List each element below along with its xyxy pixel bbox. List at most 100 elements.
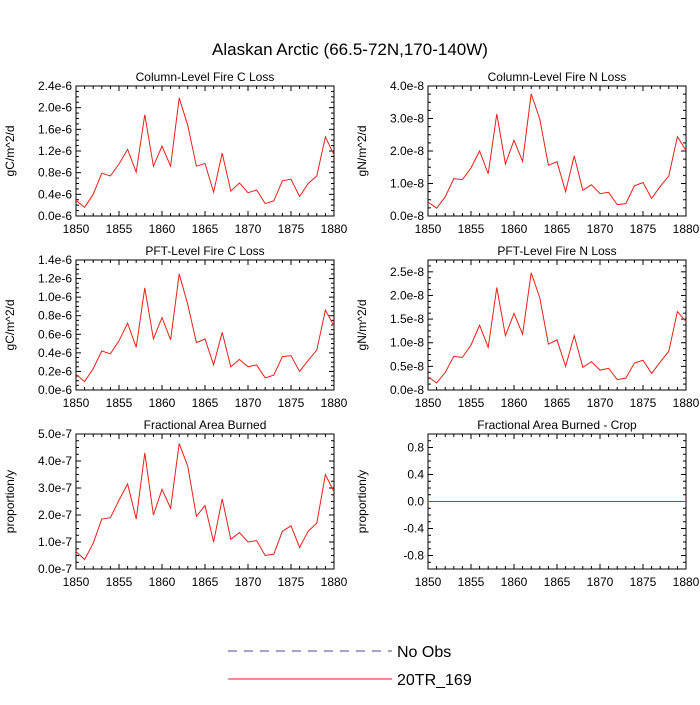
figure-title: Alaskan Arctic (66.5-72N,170-140W)	[212, 40, 488, 59]
chart-panel-3: PFT-Level Fire C Loss gC/m^2/d 1850 1855 186…	[3, 244, 348, 410]
x-tick-label: 1880	[673, 396, 700, 410]
y-tick-label: 0.5e-8	[390, 359, 424, 373]
y-tick-label: 0.0e-7	[38, 562, 72, 576]
x-tick-label: 1850	[415, 396, 442, 410]
x-tick-label: 1855	[106, 396, 133, 410]
x-tick-label: 1855	[106, 575, 133, 589]
x-tick-label: 1880	[321, 222, 348, 236]
x-tick-label: 1850	[415, 222, 442, 236]
x-tick-label: 1865	[192, 222, 219, 236]
y-tick-label: 0.4	[407, 468, 424, 482]
x-tick-label: 1875	[278, 575, 305, 589]
x-tick-label: 1875	[630, 396, 657, 410]
x-tick-label: 1860	[149, 575, 176, 589]
y-tick-label: -0.8	[403, 549, 424, 563]
y-tick-label: 3.0e-8	[390, 112, 424, 126]
y-tick-label: 0.6e-6	[38, 327, 72, 341]
chart-panels: Column-Level Fire C Loss gC/m^2/d 1850 1855…	[3, 70, 700, 589]
y-tick-label: 0.4e-6	[38, 346, 72, 360]
panel-title: PFT-Level Fire N Loss	[497, 244, 616, 258]
y-tick-label: 3.0e-7	[38, 481, 72, 495]
x-tick-label: 1875	[278, 396, 305, 410]
x-tick-label: 1865	[544, 222, 571, 236]
x-tick-label: 1850	[415, 575, 442, 589]
y-tick-label: 0.4e-6	[38, 187, 72, 201]
panel-title: PFT-Level Fire C Loss	[145, 244, 264, 258]
x-tick-label: 1855	[106, 222, 133, 236]
x-tick-label: 1870	[587, 396, 614, 410]
y-tick-label: 4.0e-7	[38, 454, 72, 468]
x-tick-label: 1860	[501, 222, 528, 236]
legend: No Obs 20TR_169	[228, 644, 472, 689]
x-tick-label: 1850	[63, 575, 90, 589]
y-tick-label: 0.2e-6	[38, 364, 72, 378]
y-tick-label: 1.0e-8	[390, 177, 424, 191]
y-tick-label: 2.5e-8	[390, 265, 424, 279]
y-tick-label: 0.8e-6	[38, 166, 72, 180]
y-tick-label: 0.0e-8	[390, 209, 424, 223]
y-tick-label: 4.0e-8	[390, 79, 424, 93]
plot-frame	[75, 259, 335, 391]
panel-title: Column-Level Fire C Loss	[136, 70, 275, 84]
plot-frame	[75, 433, 335, 570]
x-tick-label: 1880	[321, 396, 348, 410]
x-tick-label: 1870	[587, 222, 614, 236]
x-tick-label: 1865	[544, 575, 571, 589]
x-tick-label: 1870	[587, 575, 614, 589]
y-axis-label: gN/m^2/d	[355, 126, 369, 177]
x-tick-label: 1855	[458, 396, 485, 410]
y-axis-label: proportion/y	[355, 470, 369, 533]
x-tick-label: 1870	[235, 575, 262, 589]
x-tick-label: 1865	[544, 396, 571, 410]
y-tick-label: 1.0e-6	[38, 290, 72, 304]
chart-panel-4: PFT-Level Fire N Loss gN/m^2/d 1850 1855 186…	[355, 244, 700, 410]
series-line-1	[427, 272, 687, 384]
y-tick-label: 1.0e-7	[38, 535, 72, 549]
x-tick-label: 1850	[63, 222, 90, 236]
legend-label-2: 20TR_169	[397, 672, 472, 689]
y-tick-label: 2.4e-6	[38, 79, 72, 93]
y-tick-label: 2.0e-8	[390, 288, 424, 302]
y-tick-label: 1.2e-6	[38, 272, 72, 286]
x-tick-label: 1880	[673, 575, 700, 589]
y-axis-label: gC/m^2/d	[3, 300, 17, 351]
legend-label-1: No Obs	[397, 644, 451, 661]
x-tick-label: 1855	[458, 575, 485, 589]
plot-frame	[427, 259, 687, 391]
y-axis-label: gC/m^2/d	[3, 126, 17, 177]
y-tick-label: 2.0e-6	[38, 101, 72, 115]
y-axis-label: gN/m^2/d	[355, 300, 369, 351]
y-tick-label: 0.0e-6	[38, 383, 72, 397]
x-tick-label: 1870	[235, 396, 262, 410]
x-tick-label: 1860	[501, 396, 528, 410]
y-tick-label: 0.8	[407, 441, 424, 455]
y-tick-label: 0.0e-8	[390, 383, 424, 397]
chart-panel-2: Column-Level Fire N Loss gN/m^2/d 1850 1855…	[355, 70, 700, 236]
y-tick-label: 5.0e-7	[38, 427, 72, 441]
y-tick-label: 0.0e-6	[38, 209, 72, 223]
y-tick-label: 2.0e-8	[390, 144, 424, 158]
x-tick-label: 1860	[149, 222, 176, 236]
x-tick-label: 1860	[149, 396, 176, 410]
series-line-1	[75, 97, 335, 209]
y-tick-label: 0.0	[407, 495, 424, 509]
x-tick-label: 1880	[673, 222, 700, 236]
y-tick-label: 2.0e-7	[38, 508, 72, 522]
x-tick-label: 1875	[278, 222, 305, 236]
x-tick-label: 1880	[321, 575, 348, 589]
y-tick-label: 1.0e-8	[390, 336, 424, 350]
x-tick-label: 1865	[192, 575, 219, 589]
chart-panel-5: Fractional Area Burned proportion/y 1850 18…	[3, 418, 348, 589]
panel-title: Fractional Area Burned - Crop	[477, 418, 637, 432]
plot-frame	[75, 85, 335, 217]
y-tick-label: -0.4	[403, 522, 424, 536]
chart-panel-1: Column-Level Fire C Loss gC/m^2/d 1850 1855…	[3, 70, 348, 236]
y-tick-label: 1.6e-6	[38, 122, 72, 136]
chart-panel-6: Fractional Area Burned - Crop proportion/…	[355, 418, 700, 589]
series-line-1	[75, 273, 335, 383]
panel-title: Column-Level Fire N Loss	[488, 70, 627, 84]
y-tick-label: 1.4e-6	[38, 253, 72, 267]
x-tick-label: 1855	[458, 222, 485, 236]
